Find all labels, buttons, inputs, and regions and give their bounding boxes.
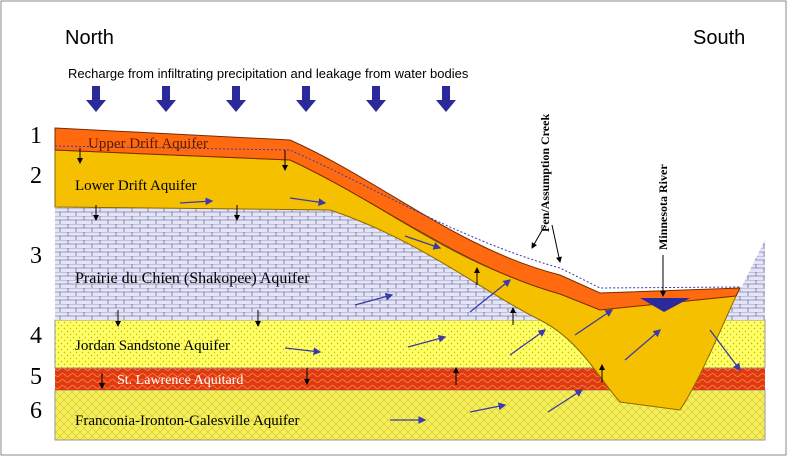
layer-number: 3 — [30, 243, 42, 269]
layer-number: 5 — [30, 364, 42, 390]
layer-name: Prairie du Chien (Shakopee) Aquifer — [75, 270, 310, 287]
north-label: North — [65, 27, 114, 49]
south-label: South — [693, 27, 745, 49]
layer-number: 1 — [30, 123, 42, 149]
creek-label: Fen/Assumption Creek — [538, 114, 552, 232]
layer-name: Lower Drift Aquifer — [75, 178, 197, 194]
layer-name: Franconia-Ironton-Galesville Aquifer — [75, 413, 300, 429]
layer-name: Jordan Sandstone Aquifer — [75, 338, 230, 354]
river-label: Minnesota River — [656, 164, 670, 250]
diagram-body: North South Recharge from infiltrating p… — [1, 1, 786, 455]
layer-name: St. Lawrence Aquitard — [117, 373, 243, 388]
layer-number: 6 — [30, 398, 42, 424]
layer-number: 2 — [30, 163, 42, 189]
recharge-arrows — [86, 86, 456, 112]
recharge-label: Recharge from infiltrating precipitation… — [68, 66, 469, 81]
layer-name: Upper Drift Aquifer — [88, 136, 208, 152]
layer-number: 4 — [30, 323, 42, 349]
diagram: North South Recharge from infiltrating p… — [0, 0, 797, 461]
